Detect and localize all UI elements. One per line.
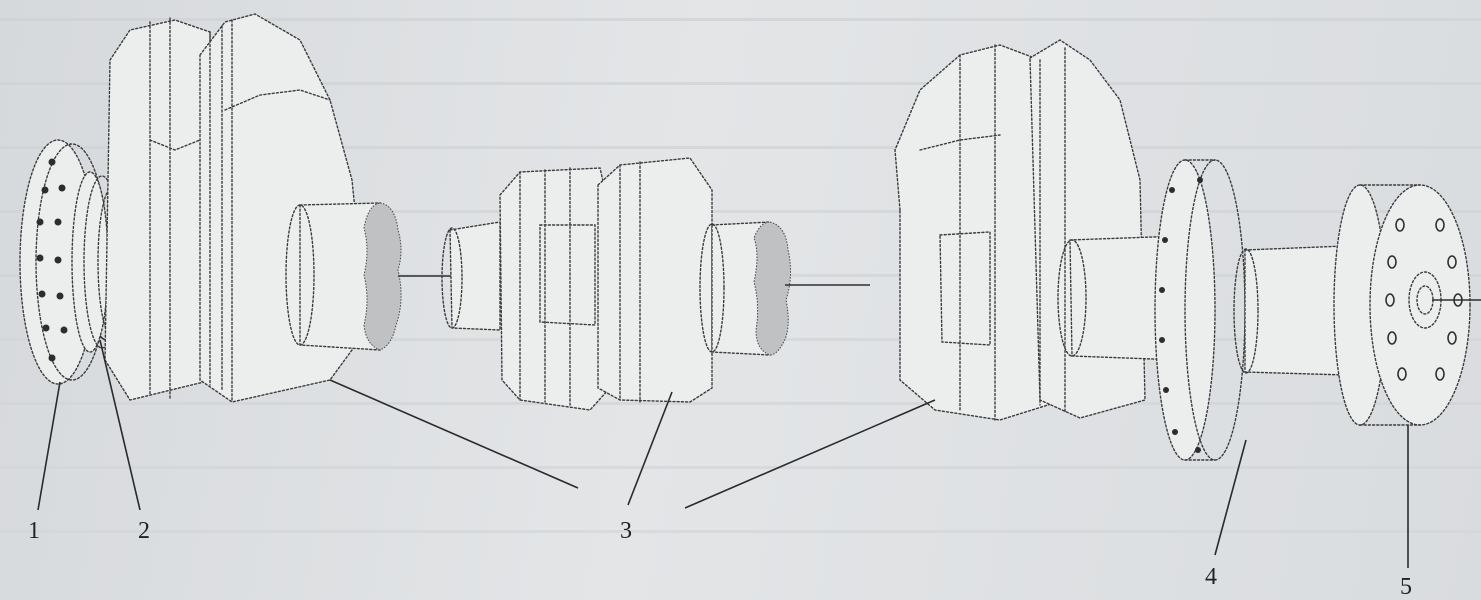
- crank-throw-middle: [441, 157, 870, 411]
- leader-4: [1214, 439, 1247, 556]
- flange-bolt-holes: [36, 158, 68, 362]
- leader-3c: [684, 399, 936, 509]
- crank-throw-left: [104, 13, 455, 403]
- callout-4: 4: [1205, 564, 1217, 590]
- leader-1: [37, 381, 61, 511]
- leader-3a: [329, 379, 579, 489]
- callout-3: 3: [620, 518, 632, 544]
- crank-throw-right: [894, 39, 1181, 421]
- callout-1: 1: [28, 518, 40, 544]
- rear-coupling-flange: [1333, 184, 1481, 426]
- coupling-bolt-holes: [1385, 218, 1463, 381]
- thrust-collar: [1154, 159, 1346, 461]
- leader-3b: [627, 391, 673, 506]
- callout-5: 5: [1400, 574, 1412, 600]
- thrust-collar-bolts: [1159, 177, 1203, 453]
- leader-2: [99, 339, 141, 511]
- leader-lines: [37, 339, 1409, 568]
- callout-2: 2: [138, 518, 150, 544]
- callout-labels: 1 2 3 4 5: [28, 518, 1412, 600]
